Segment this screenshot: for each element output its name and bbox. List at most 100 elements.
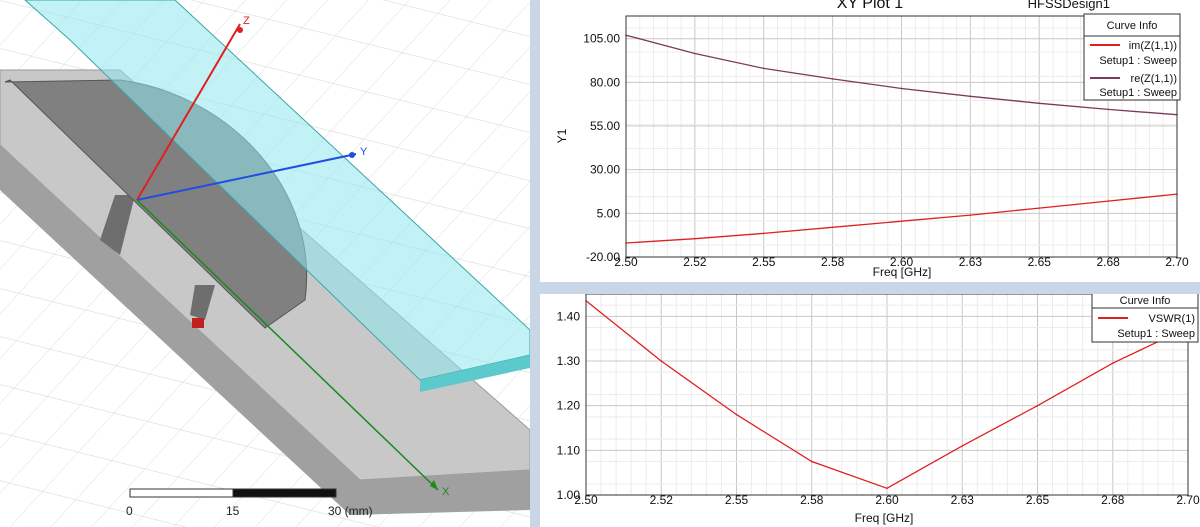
port-marker[interactable] [192,318,204,328]
model-viewport[interactable]: Z Y X 0 15 30 (mm) [0,0,530,527]
horizontal-splitter[interactable] [540,282,1200,294]
ground-plane-side [0,145,530,515]
y-tick-label: 80.00 [590,75,620,89]
plot1-title: XY Plot 1 [837,0,904,12]
xy-plot-1[interactable]: XY Plot 1 HFSSDesign1 105.00 80.00 55.00 30… [540,0,1200,282]
x-axis-label: X [442,486,450,498]
x-tick-label: 2.60 [890,255,914,269]
plot1-y-ticks: 105.00 80.00 55.00 30.00 5.00 -20.00 [583,32,620,264]
x-tick-label: 2.50 [614,255,638,269]
y-tick-label: 105.00 [583,32,620,46]
plot1-legend-title: Curve Info [1107,20,1158,32]
data-point [1107,108,1109,111]
plot2-x-label: Freq [GHz] [855,511,914,525]
plot1-legend-item-im-sub: Setup1 : Sweep [1099,55,1177,67]
substrate-edge [420,355,530,392]
data-point [1038,102,1041,105]
x-tick-label: 2.55 [725,493,749,507]
y-tick-label: 1.10 [557,443,581,457]
data-point [762,67,765,70]
data-point [762,232,765,235]
y-tick-label: 1.00 [557,488,581,502]
data-point [886,487,888,490]
data-point [831,226,834,229]
plot2-legend-item-vswr: VSWR(1) [1149,313,1195,325]
scale-tick-0: 0 [126,504,133,518]
plot1-legend-item-re-sub: Setup1 : Sweep [1099,87,1177,99]
y-tick-label: 55.00 [590,119,620,133]
y-tick-label: 5.00 [597,206,621,220]
x-axis-arrow [430,480,438,490]
y-tick-label: -20.00 [586,250,620,264]
x-tick-label: 2.58 [821,255,845,269]
x-tick-label: 2.70 [1165,255,1189,269]
plot2-grid [585,294,1189,496]
plot2-x-ticks: 2.50 2.52 2.55 2.58 2.60 2.63 2.65 2.68 2.70 [574,493,1200,507]
plot2-background [540,294,1200,527]
data-point [961,445,964,447]
y-tick-label: 1.40 [557,309,581,323]
x-tick-label: 2.52 [650,493,674,507]
x-tick-label: 2.55 [752,255,776,269]
data-point [969,95,972,98]
x-tick-label: 2.52 [683,255,707,269]
x-tick-label: 2.65 [1028,255,1052,269]
y-tick-label: 1.20 [557,399,581,413]
plot2-legend[interactable]: Curve Info VSWR(1) Setup1 : Sweep [1091,294,1199,343]
plot1-app-label: HFSSDesign1 [1028,0,1110,11]
plot1-legend-item-im: im(Z(1,1)) [1129,40,1177,52]
data-point [660,360,663,362]
x-tick-label: 2.68 [1101,493,1125,507]
y-tick-label: 1.30 [557,354,581,368]
x-tick-label: 2.70 [1176,493,1200,507]
data-point [694,237,696,240]
plot2-frame [585,294,1189,496]
z-axis-handle[interactable] [237,27,243,33]
plot1-x-label: Freq [GHz] [873,265,932,279]
z-axis-line [136,23,241,201]
data-point [900,87,903,90]
data-point [1038,207,1041,209]
plot2-legend-title: Curve Info [1120,295,1171,307]
y-tick-label: 30.00 [590,163,620,177]
y-axis-line [136,153,357,201]
plot1-frame [625,15,1178,258]
plot1-legend-body [1083,35,1181,101]
x-tick-label: 2.50 [574,493,598,507]
data-point [900,220,903,222]
x-tick-label: 2.63 [959,255,983,269]
plot2-legend-item-vswr-sub: Setup1 : Sweep [1117,328,1195,340]
x-tick-label: 2.63 [951,493,975,507]
data-point [1036,404,1039,407]
data-point [1111,362,1114,365]
scale-tick-15: 15 [226,504,240,518]
feed-line[interactable] [190,285,215,320]
data-point [810,460,813,463]
vertical-splitter[interactable] [530,0,540,527]
plot1-legend[interactable]: Curve Info im(Z(1,1)) Setup1 : Sweep re(… [1083,13,1181,101]
z-axis-label: Z [243,15,250,27]
data-point [1107,200,1109,202]
feed-stub[interactable] [100,195,135,255]
x-tick-label: 2.58 [800,493,824,507]
plot1-legend-item-re: re(Z(1,1)) [1131,73,1177,85]
plot2-legend-body [1091,307,1199,343]
vswr-plot[interactable]: 1.40 1.30 1.20 1.10 1.00 2.50 2.52 2.55 2.58 2.6… [540,294,1200,527]
x-tick-label: 2.60 [875,493,899,507]
model-canvas[interactable]: Z Y X 0 15 30 (mm) [0,0,530,527]
data-point [831,78,834,80]
y-axis-handle[interactable] [349,152,355,158]
data-point [694,52,696,55]
plot2-y-ticks: 1.40 1.30 1.20 1.10 1.00 [557,309,581,502]
substrate-top[interactable] [24,0,530,381]
scale-bar-white-segment [129,488,234,498]
y-axis-label: Y [360,146,368,158]
x-tick-label: 2.65 [1026,493,1050,507]
scale-bar-black-segment [232,488,337,498]
plot1-y-label: Y1 [555,128,569,143]
x-axis-line [136,199,439,491]
x-tick-label: 2.68 [1096,255,1120,269]
plot1-x-ticks: 2.50 2.52 2.55 2.58 2.60 2.63 2.65 2.68 2.70 [614,255,1189,269]
data-point [735,413,738,416]
scale-tick-30: 30 (mm) [328,504,373,518]
